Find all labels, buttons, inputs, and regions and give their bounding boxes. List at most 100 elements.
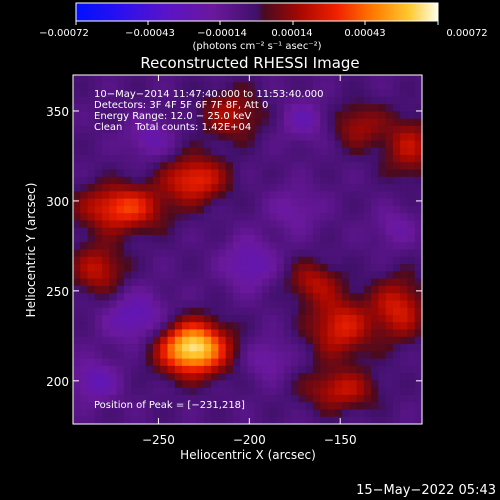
heatmap-cell bbox=[320, 147, 329, 156]
heatmap-cell bbox=[407, 82, 416, 91]
heatmap-cell bbox=[414, 314, 423, 323]
heatmap-cell bbox=[247, 118, 256, 127]
heatmap-cell bbox=[334, 191, 343, 200]
heatmap-cell bbox=[247, 227, 256, 236]
heatmap-cell bbox=[414, 220, 423, 229]
heatmap-cell bbox=[327, 285, 336, 294]
heatmap-cell bbox=[305, 314, 314, 323]
heatmap-cell bbox=[400, 271, 409, 280]
heatmap-cell bbox=[131, 329, 140, 338]
heatmap-cell bbox=[123, 82, 132, 91]
annotation-time: 10−May−2014 11:47:40.000 to 11:53:40.000 bbox=[94, 89, 324, 100]
heatmap-cell bbox=[203, 380, 212, 389]
heatmap-cell bbox=[80, 227, 89, 236]
heatmap-cell bbox=[182, 191, 190, 200]
heatmap-cell bbox=[385, 89, 394, 98]
heatmap-cell bbox=[262, 351, 270, 360]
heatmap-cell bbox=[378, 336, 387, 345]
heatmap-cell bbox=[240, 380, 249, 389]
heatmap-cell bbox=[363, 314, 372, 323]
heatmap-cell bbox=[414, 133, 423, 142]
heatmap-cell bbox=[312, 104, 321, 112]
heatmap-cell bbox=[342, 140, 350, 149]
heatmap-cell bbox=[189, 205, 198, 214]
heatmap-cell bbox=[167, 213, 176, 222]
heatmap-cell bbox=[363, 300, 372, 309]
heatmap-cell bbox=[269, 140, 278, 149]
heatmap-cell bbox=[232, 191, 241, 200]
heatmap-cell bbox=[94, 271, 103, 280]
heatmap-cell bbox=[218, 234, 227, 243]
heatmap-cell bbox=[392, 285, 401, 294]
heatmap-cell bbox=[174, 278, 183, 287]
heatmap-cell bbox=[80, 154, 89, 163]
heatmap-cell bbox=[145, 169, 154, 178]
heatmap-cell bbox=[305, 249, 314, 258]
heatmap-cell bbox=[116, 154, 125, 163]
heatmap-cell bbox=[269, 336, 278, 345]
heatmap-cell bbox=[174, 213, 183, 222]
heatmap-cell bbox=[298, 162, 307, 171]
heatmap-cell bbox=[196, 264, 205, 272]
heatmap-cell bbox=[94, 205, 103, 214]
heatmap-cell bbox=[349, 358, 358, 367]
heatmap-cell bbox=[378, 314, 387, 323]
heatmap-cell bbox=[94, 293, 103, 301]
heatmap-cell bbox=[87, 82, 96, 91]
heatmap-cell bbox=[138, 293, 147, 301]
heatmap-cell bbox=[167, 191, 176, 200]
heatmap-cell bbox=[407, 278, 416, 287]
heatmap-cell bbox=[182, 380, 190, 389]
heatmap-cell bbox=[349, 227, 358, 236]
heatmap-cell bbox=[349, 322, 358, 331]
heatmap-cell bbox=[196, 358, 205, 367]
heatmap-cell bbox=[160, 344, 169, 352]
heatmap-cell bbox=[349, 336, 358, 345]
heatmap-cell bbox=[356, 169, 365, 178]
heatmap-cell bbox=[283, 409, 292, 418]
heatmap-cell bbox=[225, 242, 234, 251]
heatmap-cell bbox=[269, 322, 278, 331]
heatmap-cell bbox=[291, 416, 299, 425]
heatmap-cell bbox=[218, 118, 227, 127]
heatmap-cell bbox=[298, 293, 307, 301]
heatmap-cell bbox=[269, 416, 278, 425]
heatmap-cell bbox=[269, 169, 278, 178]
heatmap-cell bbox=[262, 373, 270, 381]
heatmap-cell bbox=[80, 184, 89, 192]
heatmap-cell bbox=[116, 322, 125, 331]
heatmap-cell bbox=[131, 213, 140, 222]
heatmap-cell bbox=[196, 322, 205, 331]
heatmap-cell bbox=[116, 242, 125, 251]
heatmap-cell bbox=[73, 278, 81, 287]
heatmap-cell bbox=[138, 176, 147, 185]
heatmap-cell bbox=[196, 154, 205, 163]
heatmap-cell bbox=[174, 154, 183, 163]
heatmap-cell bbox=[131, 111, 140, 120]
heatmap-cell bbox=[407, 198, 416, 207]
heatmap-cell bbox=[131, 344, 140, 352]
heatmap-cell bbox=[232, 75, 241, 83]
heatmap-cell bbox=[320, 256, 329, 265]
heatmap-cell bbox=[291, 358, 299, 367]
heatmap-cell bbox=[392, 416, 401, 425]
heatmap-cell bbox=[160, 104, 169, 112]
heatmap-cell bbox=[225, 75, 234, 83]
heatmap-cell bbox=[298, 394, 307, 403]
heatmap-cell bbox=[225, 380, 234, 389]
heatmap-cell bbox=[349, 213, 358, 222]
heatmap-cell bbox=[109, 125, 118, 134]
heatmap-cell bbox=[102, 234, 110, 243]
heatmap-cell bbox=[232, 198, 241, 207]
heatmap-cell bbox=[211, 271, 220, 280]
heatmap-cell bbox=[320, 314, 329, 323]
heatmap-cell bbox=[312, 293, 321, 301]
heatmap-cell bbox=[385, 205, 394, 214]
heatmap-cell bbox=[94, 416, 103, 425]
heatmap-cell bbox=[160, 285, 169, 294]
heatmap-cell bbox=[363, 140, 372, 149]
heatmap-cell bbox=[400, 133, 409, 142]
heatmap-cell bbox=[407, 169, 416, 178]
heatmap-cell bbox=[131, 104, 140, 112]
heatmap-cell bbox=[174, 293, 183, 301]
